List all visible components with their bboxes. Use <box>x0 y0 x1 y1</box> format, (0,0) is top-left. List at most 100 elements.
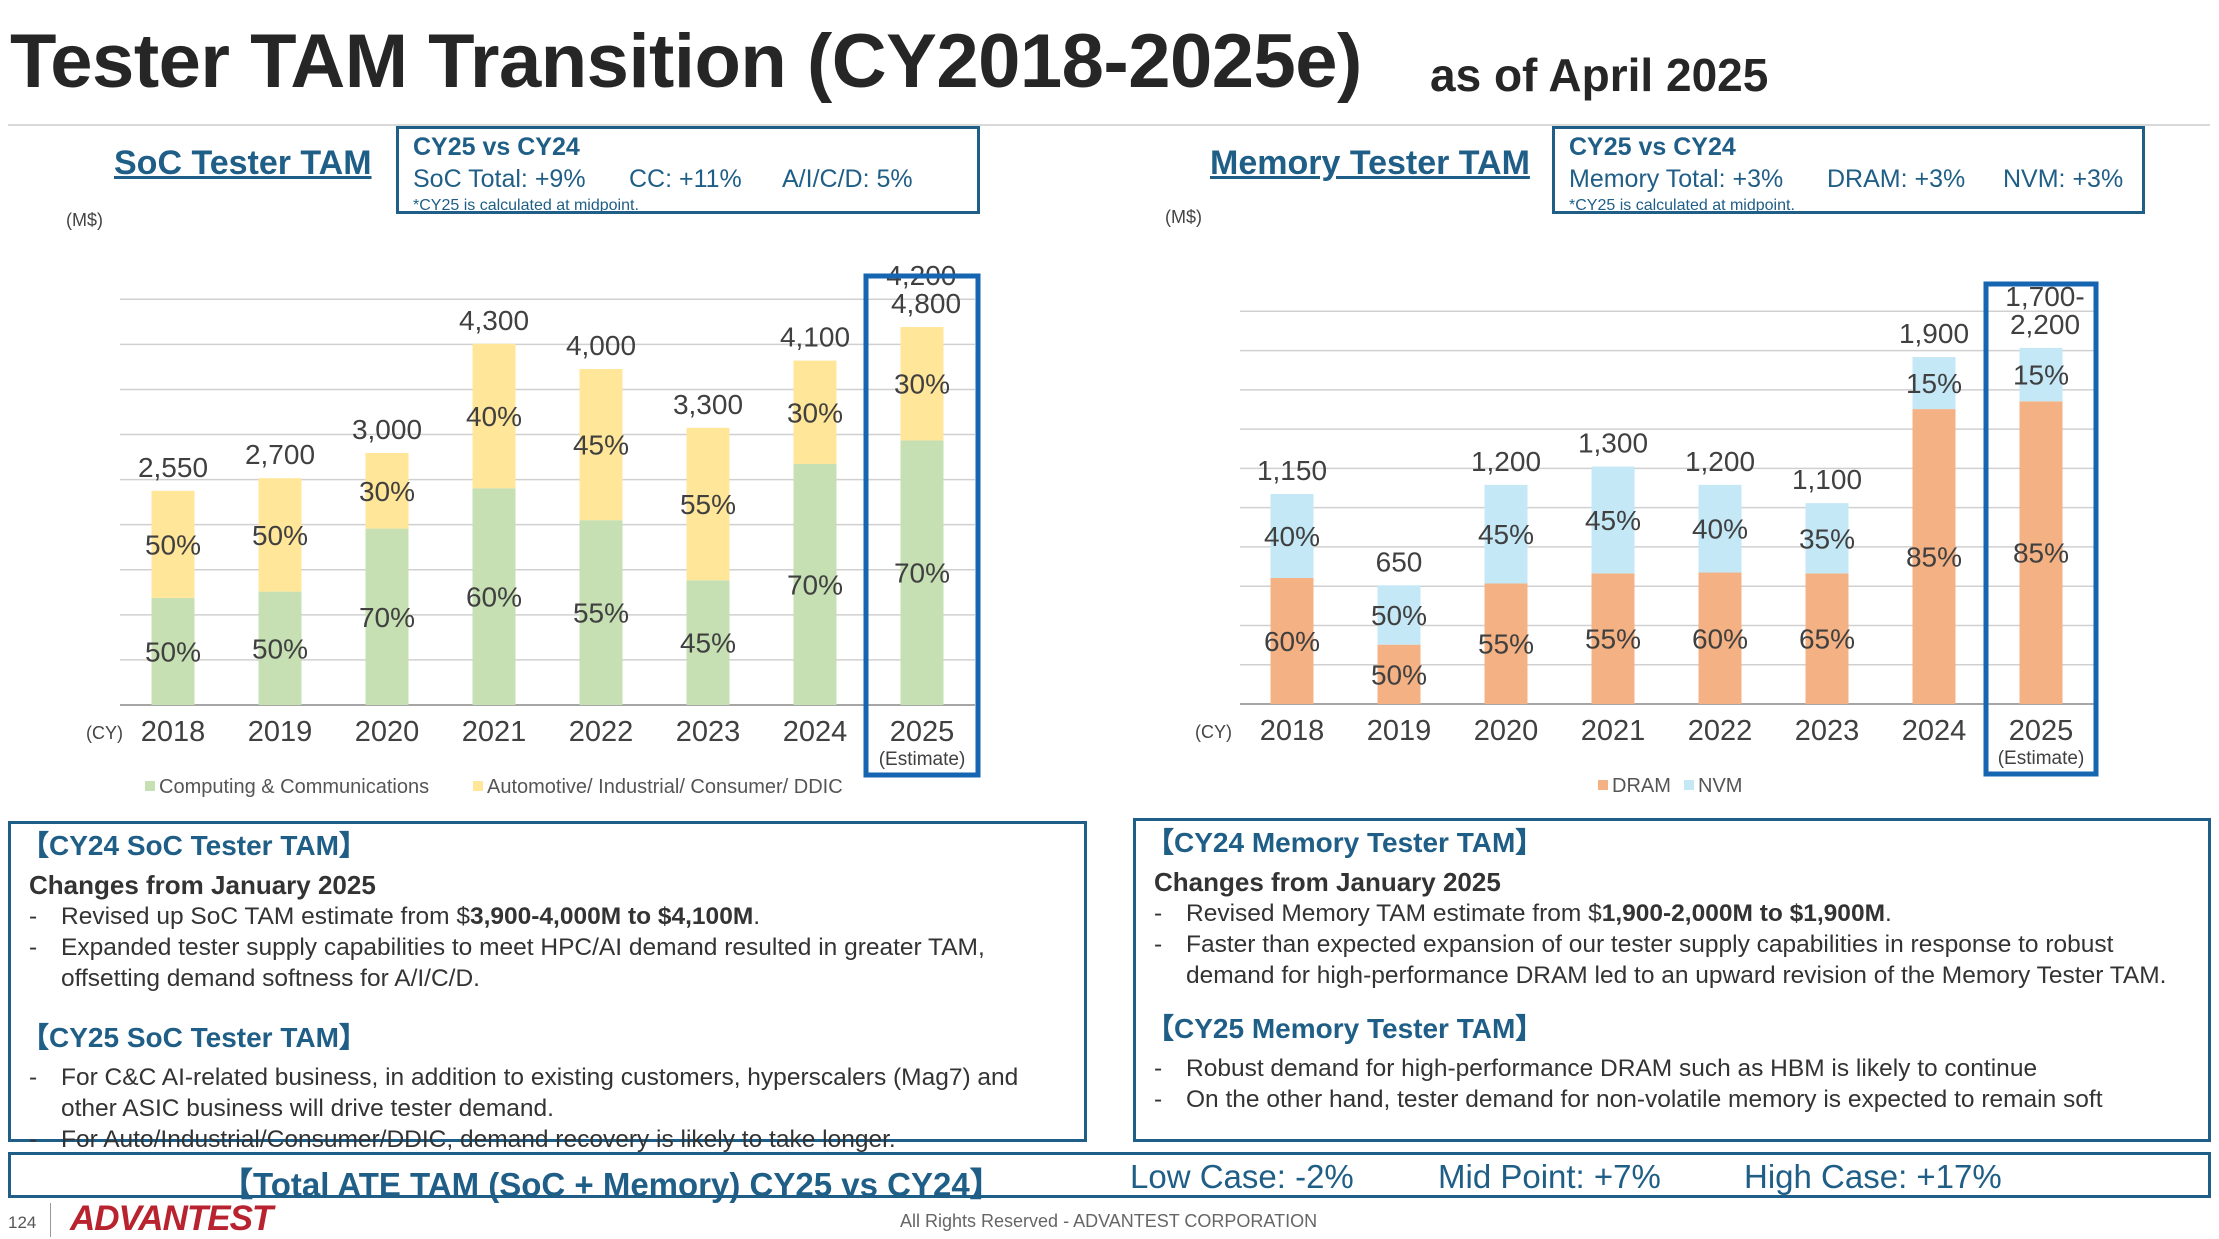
mem-tick-sublabel: (Estimate) <box>1998 748 2085 769</box>
soc-cy25-heading: 【CY25 SoC Tester TAM】 <box>21 1022 367 1053</box>
mem-bar-dram-2023 <box>1805 573 1849 704</box>
soc-tick-label: 2023 <box>676 716 741 748</box>
mem-share-label: 60% <box>1264 626 1320 657</box>
mem-bar-dram-2019 <box>1377 644 1421 704</box>
mem-bar-dram-2018 <box>1270 578 1314 704</box>
soc-legend-label: Computing & Communications <box>159 776 429 798</box>
low-case-value: Low Case: -2% <box>1130 1158 1354 1195</box>
memory-cy24-item-2: - Faster than expected expansion of our t… <box>1154 931 2167 989</box>
soc-share-label: 70% <box>787 569 843 600</box>
soc-bar-automotive-2019 <box>258 478 302 592</box>
soc-share-label: 55% <box>680 489 736 520</box>
mem-total-label: 2,200 <box>2010 309 2080 340</box>
soc-tick-label: 2022 <box>569 716 634 748</box>
total-ate-label: 【Total ATE TAM (SoC + Memory) CY25 vs CY… <box>220 1166 1003 1203</box>
title-divider <box>8 124 2210 126</box>
memory-cy24-subheading: Changes from January 2025 <box>1154 867 1501 897</box>
mem-bar-nvm-2018 <box>1270 494 1314 578</box>
mem-share-label: 65% <box>1799 624 1855 655</box>
soc-x-axis-label: (CY) <box>86 723 123 743</box>
mem-bar-dram-2024 <box>1912 409 1956 704</box>
soc-cy24-item-1: - Revised up SoC TAM estimate from $3,900… <box>29 903 761 930</box>
soc-total-change: SoC Total: +9% <box>413 165 586 193</box>
soc-comparison-box: CY25 vs CY24 SoC Total: +9% CC: +11% A/I… <box>396 126 980 214</box>
soc-share-label: 30% <box>359 476 415 507</box>
soc-share-label: 50% <box>145 529 201 560</box>
mem-total-label: 1,100 <box>1792 464 1862 495</box>
mem-tick-label: 2024 <box>1902 715 1967 747</box>
soc-total-label: 4,000 <box>566 330 636 361</box>
soc-bar-automotive-2024 <box>793 360 837 464</box>
soc-comparison-heading: CY25 vs CY24 <box>413 133 580 161</box>
soc-share-label: 40% <box>466 401 522 432</box>
soc-bar-computing-2024 <box>793 463 837 705</box>
soc-unit-label: (M$) <box>66 210 103 230</box>
high-case-value: High Case: +17% <box>1744 1158 2002 1195</box>
soc-comparison-note: *CY25 is calculated at midpoint. <box>413 197 639 214</box>
mem-bar-nvm-2020 <box>1484 484 1528 584</box>
mem-bar-dram-2022 <box>1698 572 1742 704</box>
mem-share-label: 60% <box>1692 623 1748 654</box>
mem-tick-label: 2021 <box>1581 715 1646 747</box>
soc-total-label: 4,800 <box>891 288 961 319</box>
total-ate-summary-box <box>8 1152 2211 1198</box>
soc-chart-title: SoC Tester TAM <box>114 144 372 182</box>
mem-bar-nvm-2019 <box>1377 585 1421 645</box>
mem-bar-nvm-2024 <box>1912 357 1956 410</box>
mem-bar-dram-2020 <box>1484 583 1528 704</box>
mem-share-label: 15% <box>1906 368 1962 399</box>
memory-cy25-item-1: - Robust demand for high-performance DRAM… <box>1154 1055 2038 1082</box>
mem-tick-label: 2018 <box>1260 715 1325 747</box>
memory-cy25-item-2: - On the other hand, tester demand for no… <box>1154 1086 2103 1113</box>
mem-total-label: 1,300 <box>1578 428 1648 459</box>
soc-bar-computing-2021 <box>472 488 516 705</box>
soc-tick-label: 2020 <box>355 716 420 748</box>
soc-bar-computing-2023 <box>686 580 730 705</box>
footer-divider <box>50 1203 51 1237</box>
mem-bar-nvm-2021 <box>1591 466 1635 574</box>
mem-share-label: 40% <box>1264 521 1320 552</box>
mem-share-label: 45% <box>1478 519 1534 550</box>
soc-cy25-item-2: - For Auto/Industrial/Consumer/DDIC, dema… <box>29 1126 896 1153</box>
soc-cy24-heading: 【CY24 SoC Tester TAM】 <box>21 830 367 861</box>
copyright-text: All Rights Reserved - ADVANTEST CORPORAT… <box>900 1211 1318 1231</box>
page-title: Tester TAM Transition (CY2018-2025e) <box>10 19 1362 104</box>
mem-total-label: 1,150 <box>1257 455 1327 486</box>
soc-bar-automotive-2022 <box>579 369 623 521</box>
memory-dram-change: DRAM: +3% <box>1827 165 1966 193</box>
mem-total-label: 1,200 <box>1471 446 1541 477</box>
soc-bar-computing-2025 <box>900 440 944 705</box>
soc-legend-swatch <box>145 781 155 791</box>
soc-bar-computing-2022 <box>579 520 623 705</box>
mem-share-label: 15% <box>2013 360 2069 391</box>
mem-bar-dram-2025 <box>2019 401 2063 704</box>
soc-aicd-change: A/I/C/D: 5% <box>782 165 913 193</box>
soc-total-label: 3,300 <box>673 389 743 420</box>
mem-legend-swatch <box>1598 780 1608 790</box>
soc-bar-automotive-2023 <box>686 427 730 581</box>
mem-legend-swatch <box>1684 780 1694 790</box>
soc-tick-label: 2025 <box>890 716 955 748</box>
memory-comparison-box: CY25 vs CY24 Memory Total: +3% DRAM: +3%… <box>1552 126 2145 214</box>
mem-x-axis-label: (CY) <box>1195 722 1232 742</box>
mem-total-label: 650 <box>1376 546 1423 577</box>
mem-share-label: 35% <box>1799 523 1855 554</box>
soc-share-label: 45% <box>573 430 629 461</box>
mem-bar-dram-2021 <box>1591 573 1635 704</box>
mem-share-label: 50% <box>1371 659 1427 690</box>
mem-tick-label: 2023 <box>1795 715 1860 747</box>
soc-cy25-item-1: - For C&C AI-related business, in additio… <box>29 1064 1019 1122</box>
mem-tick-label: 2022 <box>1688 715 1753 747</box>
soc-bar-computing-2018 <box>151 597 195 705</box>
memory-comparison-note: *CY25 is calculated at midpoint. <box>1569 197 1795 214</box>
soc-bar-automotive-2018 <box>151 490 195 598</box>
soc-tick-sublabel: (Estimate) <box>879 749 966 770</box>
soc-estimate-highlight-box <box>863 273 981 778</box>
soc-bar-automotive-2021 <box>472 343 516 489</box>
soc-cc-change: CC: +11% <box>629 165 742 193</box>
soc-tick-label: 2021 <box>462 716 527 748</box>
soc-bar-computing-2020 <box>365 528 409 705</box>
mem-tick-label: 2020 <box>1474 715 1539 747</box>
soc-cy24-item-2: - Expanded tester supply capabilities to … <box>29 934 985 992</box>
soc-share-label: 50% <box>252 520 308 551</box>
